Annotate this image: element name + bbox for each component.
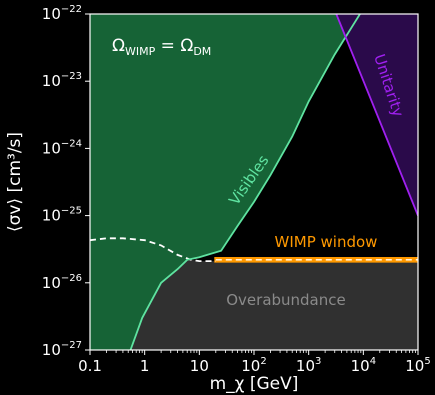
omega-annotation: ΩWIMP = ΩDM [112,36,211,58]
x-tick-label-6: 105 [405,356,430,375]
wimp-window-label: WIMP window [275,233,378,251]
visibles-boundary-line [129,14,362,350]
x-tick-label-2: 10 [190,357,209,375]
y-tick-label-4: 10−26 [42,273,82,292]
y-tick-label-2: 10−24 [42,138,82,157]
y-axis-label: ⟨σv⟩ [cm³/s] [5,132,25,232]
relic-dashed-line [90,237,216,263]
visibles-region [90,14,360,350]
y-tick-label-0: 10−22 [42,4,82,23]
x-tick-label-1: 1 [140,357,150,375]
y-tick-label-5: 10−27 [42,340,82,359]
y-tick-label-3: 10−25 [42,206,82,225]
y-tick-label-1: 10−23 [42,71,82,90]
axis-ticks: 0.1 1 10 102 103 104 105 10−22 10−23 10−24 10−25 10… [42,4,431,375]
plot-area [90,14,418,350]
x-tick-label-3: 102 [241,356,266,375]
unitarity-boundary-line [335,14,418,216]
x-tick-label-0: 0.1 [78,357,102,375]
overabundance-label: Overabundance [226,291,346,309]
x-tick-label-5: 104 [351,356,376,375]
x-tick-label-4: 103 [296,356,321,375]
x-axis-label: m_χ [GeV] [210,374,299,394]
